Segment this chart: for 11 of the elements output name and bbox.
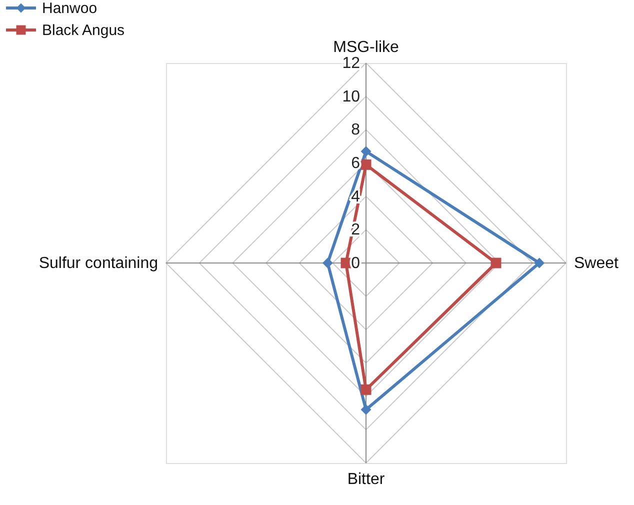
y-tick-label: 10 — [342, 88, 360, 106]
spoke-label: Bitter — [347, 471, 386, 488]
legend-label: Hanwoo — [42, 0, 98, 17]
legend-label: Black Angus — [42, 22, 125, 39]
spoke-label: Sweet — [574, 255, 620, 272]
y-tick-label: 0 — [351, 255, 360, 272]
y-tick-label: 6 — [351, 155, 360, 172]
spoke-label: MSG-like — [333, 39, 399, 56]
spoke-label: Sulfur containing — [38, 255, 158, 272]
y-tick-label: 12 — [342, 55, 360, 72]
y-tick-label: 8 — [351, 122, 360, 139]
